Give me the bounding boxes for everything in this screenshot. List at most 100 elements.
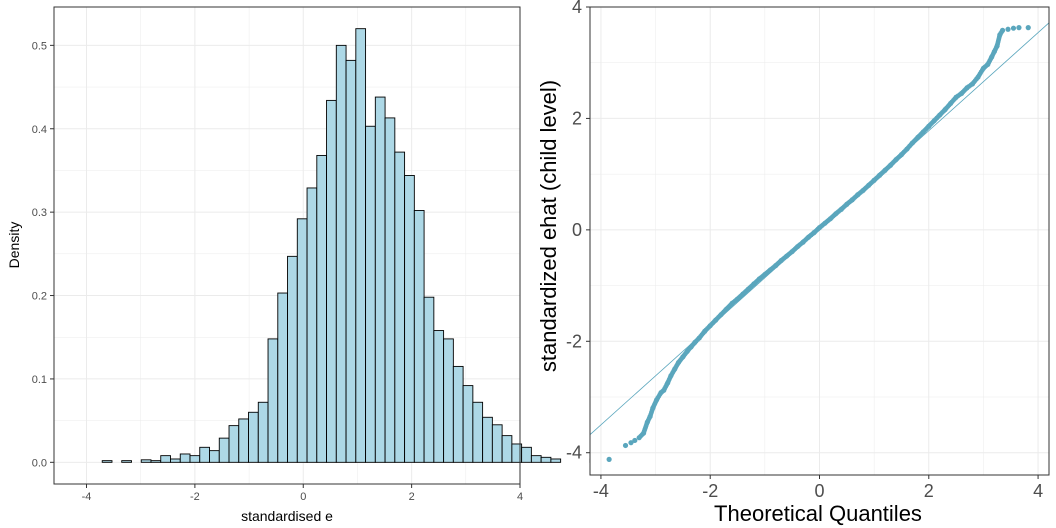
histogram-bar (277, 292, 288, 463)
histogram-bar (413, 210, 425, 463)
qq-point (649, 407, 655, 413)
qq-point (952, 96, 958, 102)
histogram-panel-border (53, 6, 521, 485)
histogram-bar (365, 125, 376, 463)
qq-point (946, 102, 952, 108)
histogram-bar (491, 424, 503, 463)
qq-point (968, 82, 974, 88)
histogram-bar (160, 455, 171, 463)
histogram-bar (326, 99, 337, 463)
histogram-bar (140, 459, 152, 463)
histogram-bar (482, 416, 493, 463)
histogram-bar (501, 435, 513, 463)
histogram-bar (521, 446, 532, 463)
histogram-bar (530, 455, 542, 463)
qq-x-tick-label: -2 (702, 481, 718, 501)
qq-point (1005, 26, 1011, 32)
histogram-bar (101, 460, 113, 463)
histogram-bar (550, 458, 562, 463)
qq-point (644, 421, 650, 427)
qq-y-axis-label: standardized ehat (child level) (536, 80, 561, 372)
histogram-bar (462, 385, 474, 463)
histogram-bar (218, 437, 230, 463)
qq-point (999, 29, 1005, 35)
histogram-bar (472, 401, 484, 463)
histogram-bar (296, 218, 308, 463)
histogram-y-tick-label: 0.3 (32, 207, 47, 219)
histogram-x-axis-label: standardised e (241, 508, 333, 524)
qq-point (1016, 25, 1022, 31)
qq-x-tick-label: 2 (924, 481, 934, 501)
histogram-x-tick-labels: -4 -2 0 2 4 (82, 484, 523, 503)
histogram-bar (404, 175, 415, 463)
qq-point (695, 337, 701, 342)
histogram-bar (345, 59, 357, 463)
histogram-bar (374, 96, 386, 463)
histogram-x-tick-label: -4 (82, 491, 92, 503)
qq-plot-gridlines (590, 6, 1049, 475)
histogram-bar (443, 338, 454, 463)
histogram-bar (316, 154, 328, 463)
histogram-bar (209, 450, 220, 463)
histogram-y-tick-label: 0.4 (32, 124, 47, 136)
histogram-bar (384, 117, 396, 463)
histogram-bar (170, 458, 181, 463)
histogram-bar (287, 255, 298, 463)
histogram-panel: -4 -2 0 2 4 0.0 0.1 0.2 0.3 0.4 0.5 standardised … (6, 6, 601, 524)
qq-point (988, 56, 994, 62)
qq-point (646, 415, 652, 421)
histogram-y-tick-label: 0.0 (32, 457, 47, 469)
qq-point (700, 330, 706, 336)
qq-y-tick-label: 4 (572, 0, 582, 17)
qq-point (622, 442, 629, 449)
qq-y-tick-label: -2 (566, 331, 582, 351)
histogram-bar (335, 44, 347, 463)
histogram-bar (189, 455, 201, 463)
qq-point (606, 456, 612, 462)
qq-x-tick-label: 4 (1033, 481, 1043, 501)
histogram-x-tick-label: 4 (517, 491, 523, 503)
histogram-bar (257, 401, 269, 463)
histogram-x-tick-label: 0 (300, 491, 306, 503)
qq-point (957, 92, 963, 98)
histogram-bar (121, 460, 132, 463)
qq-y-tick-label: -4 (566, 443, 582, 463)
histogram-y-axis-label: Density (6, 222, 22, 269)
qq-y-tick-labels: -4 -2 0 2 4 (566, 0, 590, 463)
histogram-bar (228, 425, 240, 463)
histogram-bar (150, 460, 162, 463)
histogram-bar (306, 187, 318, 463)
histogram-bar (452, 365, 464, 463)
histogram-bar (394, 151, 406, 463)
histogram-bar (179, 453, 191, 463)
qq-point (1010, 25, 1017, 31)
qq-point (632, 437, 638, 444)
histogram-y-tick-label: 0.5 (32, 40, 47, 52)
histogram-bar (238, 418, 249, 463)
qq-point (963, 86, 969, 92)
qq-points (606, 25, 1031, 462)
qq-plot-panel: -4 -2 0 2 4 -4 -2 0 2 4 Theoretical Quantiles st… (536, 0, 1050, 526)
qq-point (974, 76, 979, 82)
histogram-bar (267, 338, 279, 463)
histogram-bar (355, 28, 367, 463)
qq-point (664, 382, 670, 388)
histogram-bars (101, 28, 601, 463)
qq-point (993, 45, 999, 51)
histogram-bar (248, 411, 259, 463)
histogram-x-tick-label: 2 (409, 491, 415, 503)
histogram-bar (199, 446, 210, 463)
histogram-y-tick-label: 0.2 (32, 291, 47, 303)
qq-x-tick-label: 0 (814, 481, 824, 501)
qq-point (991, 51, 996, 56)
qq-point (1025, 25, 1031, 31)
histogram-y-tick-label: 0.1 (32, 374, 47, 386)
histogram-y-tick-labels: 0.0 0.1 0.2 0.3 0.4 0.5 (32, 40, 54, 469)
qq-x-axis-label: Theoretical Quantiles (714, 501, 922, 526)
qq-x-tick-labels: -4 -2 0 2 4 (593, 475, 1043, 501)
histogram-x-tick-label: -2 (190, 491, 200, 503)
histogram-bar (433, 330, 445, 463)
histogram-bar (423, 296, 435, 463)
qq-point (628, 440, 634, 446)
qq-y-tick-label: 0 (572, 220, 582, 240)
